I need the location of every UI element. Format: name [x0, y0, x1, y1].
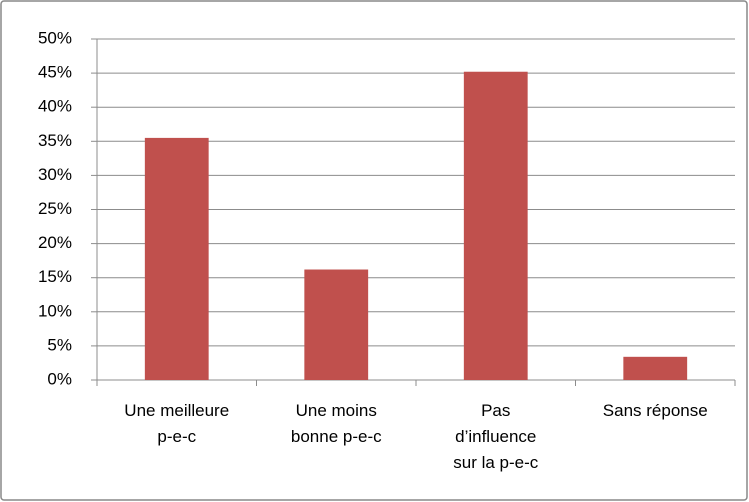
x-tick-label: Pas d’influence sur la p-e-c — [453, 401, 539, 472]
x-tick-label: Une meilleure p-e-c — [124, 401, 230, 446]
y-tick-label: 45% — [38, 63, 72, 82]
x-tick-label: Sans réponse — [602, 401, 708, 420]
y-tick-label: 30% — [38, 165, 72, 184]
y-tick-label: 15% — [38, 267, 72, 286]
y-tick-label: 35% — [38, 131, 72, 150]
y-tick-label: 50% — [38, 28, 72, 47]
y-tick-label: 10% — [38, 301, 72, 320]
y-tick-label: 25% — [38, 199, 72, 218]
bar — [463, 71, 528, 381]
y-tick-label: 20% — [38, 233, 72, 252]
bar — [623, 356, 688, 380]
y-tick-label: 5% — [47, 335, 72, 354]
bar — [144, 137, 209, 380]
y-tick-label: 0% — [47, 369, 72, 388]
x-tick-label: Une moins bonne p-e-c — [290, 401, 382, 446]
y-tick-label: 40% — [38, 97, 72, 116]
bar — [304, 269, 369, 380]
